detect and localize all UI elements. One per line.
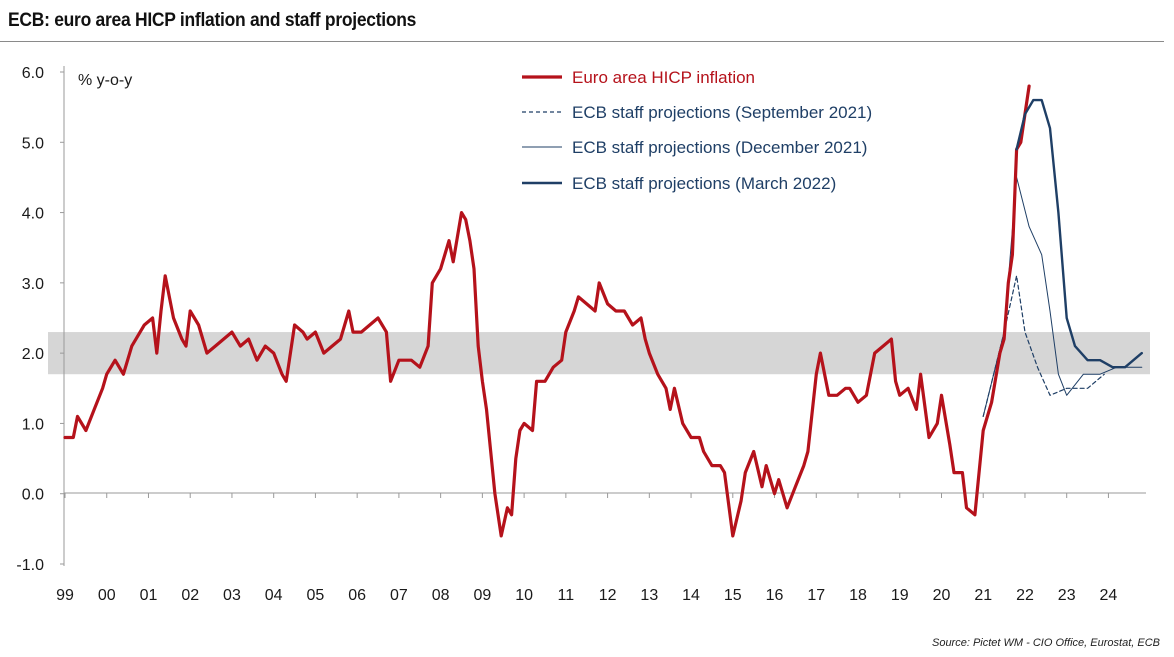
legend-label-2: ECB staff projections (December 2021) [572,138,867,157]
x-tick-label: 22 [1016,587,1034,604]
x-tick-label: 99 [56,587,74,604]
y-axis-label: % y-o-y [78,72,132,89]
series-line-3 [1015,98,1143,369]
x-tick-label: 17 [807,587,825,604]
y-tick-label: 3.0 [22,276,44,293]
y-tick-label: 5.0 [22,135,44,152]
y-tick-label: 6.0 [22,65,44,82]
legend: Euro area HICP inflation ECB staff projec… [522,68,872,193]
x-tick-label: 06 [348,587,366,604]
x-tick-label: 01 [140,587,158,604]
x-tick-label: 19 [891,587,909,604]
x-tick-label: 23 [1058,587,1076,604]
chart-title: ECB: euro area HICP inflation and staff … [8,10,417,31]
x-tick-label: 13 [640,587,658,604]
x-tick-label: 05 [307,587,325,604]
x-tick-label: 11 [558,587,575,604]
x-tick-label: 10 [515,587,533,604]
x-tick-label: 04 [265,587,283,604]
x-tick-label: 15 [724,587,742,604]
x-tick-label: 16 [766,587,784,604]
x-tick-label: 12 [599,587,617,604]
series-layer [63,84,1143,538]
series-line-0 [63,84,1031,538]
y-tick-label: 4.0 [22,206,44,223]
x-tick-label: 24 [1100,587,1118,604]
x-tick-label: 09 [473,587,491,604]
legend-label-0: Euro area HICP inflation [572,68,755,87]
target-band [48,332,1150,375]
x-tick-label: 20 [933,587,951,604]
y-tick-label: 2.0 [22,346,44,363]
title-divider [0,41,1164,42]
x-tick-label: 18 [849,587,867,604]
x-tick-label: 02 [181,587,199,604]
source-note: Source: Pictet WM - CIO Office, Eurostat… [931,637,1160,649]
x-tick-label: 07 [390,587,408,604]
x-tick-label: 03 [223,587,241,604]
axis-layer: 6.0 5.0 4.0 3.0 2.0 1.0 0.0 -1.0 99 00 01 02 03 04 05 0… [16,65,1146,604]
series-line-1 [982,275,1105,417]
y-tick-label: 0.0 [22,487,44,504]
legend-label-3: ECB staff projections (March 2022) [572,174,836,193]
x-tick-label: 00 [98,587,116,604]
x-tick-label: 08 [432,587,450,604]
y-tick-label: -1.0 [16,557,44,574]
y-tick-label: 1.0 [22,416,44,433]
target-band-layer [48,332,1150,375]
x-tick-label: 14 [682,587,700,604]
legend-label-1: ECB staff projections (September 2021) [572,103,872,122]
x-tick-label: 21 [974,587,992,604]
